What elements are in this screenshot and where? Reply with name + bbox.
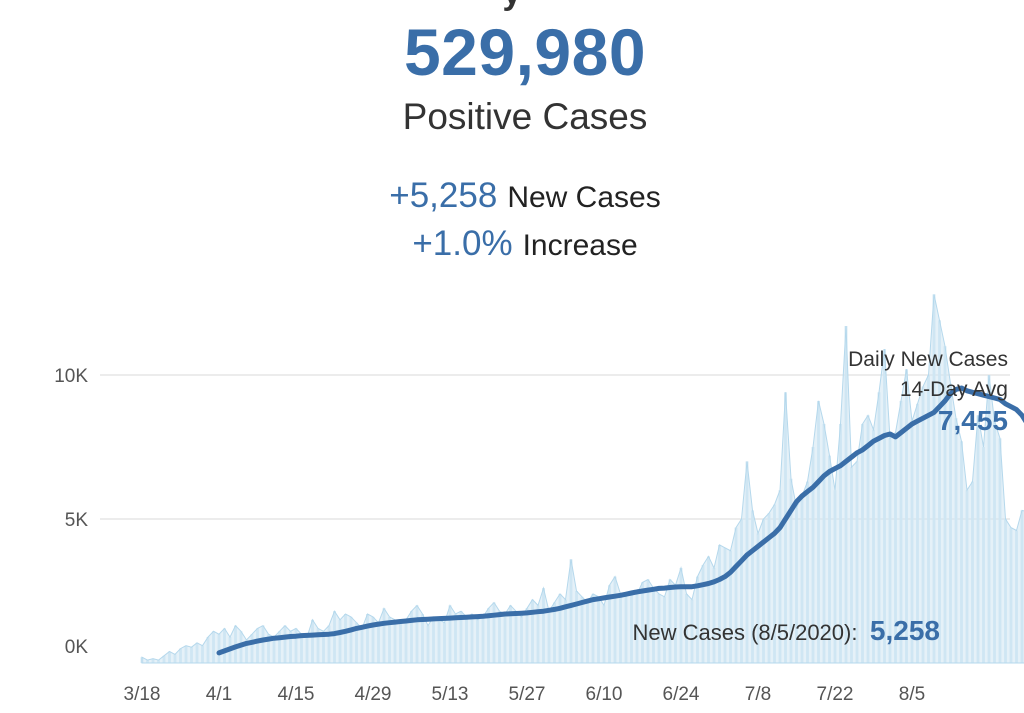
x-tick-label: 5/13 (432, 684, 469, 705)
x-tick-label: 7/22 (817, 684, 854, 705)
fourteen-day-avg-line (216, 385, 1024, 656)
y-tick-label: 10K (54, 366, 88, 387)
x-axis-ticks: 3/18 4/1 4/15 4/29 5/13 5/27 6/10 6/24 7/8 7/22 8/… (124, 684, 926, 705)
annotation-label: New Cases (8/5/2020): (632, 620, 857, 645)
legend-daily-new-cases: Daily New Cases (848, 348, 1008, 371)
new-cases-value: +5,258 (389, 176, 498, 215)
annotation-value: 5,258 (870, 615, 940, 646)
latest-new-cases-annotation: New Cases (8/5/2020): 5,258 (632, 615, 940, 646)
x-tick-label: 6/10 (586, 684, 623, 705)
x-tick-label: 5/27 (509, 684, 546, 705)
x-tick-label: 8/5 (899, 684, 925, 705)
new-cases-stat: +5,258 New Cases (0, 176, 1024, 216)
y-axis-ticks: 0K 5K 10K (54, 366, 88, 658)
y-tick-label: 5K (65, 510, 89, 531)
x-tick-label: 3/18 (124, 684, 161, 705)
legend-avg-value: 7,455 (938, 405, 1008, 436)
legend-14-day-avg: 14-Day Avg (900, 378, 1008, 401)
new-cases-label: New Cases (507, 181, 661, 214)
y-tick-label: 0K (65, 637, 89, 658)
clipped-title: y (0, 0, 1024, 13)
x-tick-label: 4/1 (206, 684, 232, 705)
x-tick-label: 4/15 (278, 684, 315, 705)
increase-stat: +1.0% Increase (0, 224, 1024, 264)
x-tick-label: 4/29 (355, 684, 392, 705)
increase-value: +1.0% (412, 224, 513, 263)
increase-label: Increase (522, 229, 638, 262)
total-positive-cases-label: Positive Cases (402, 96, 648, 137)
total-positive-cases: 529,980 (403, 15, 647, 89)
x-tick-label: 6/24 (663, 684, 700, 705)
x-tick-label: 7/8 (745, 684, 771, 705)
